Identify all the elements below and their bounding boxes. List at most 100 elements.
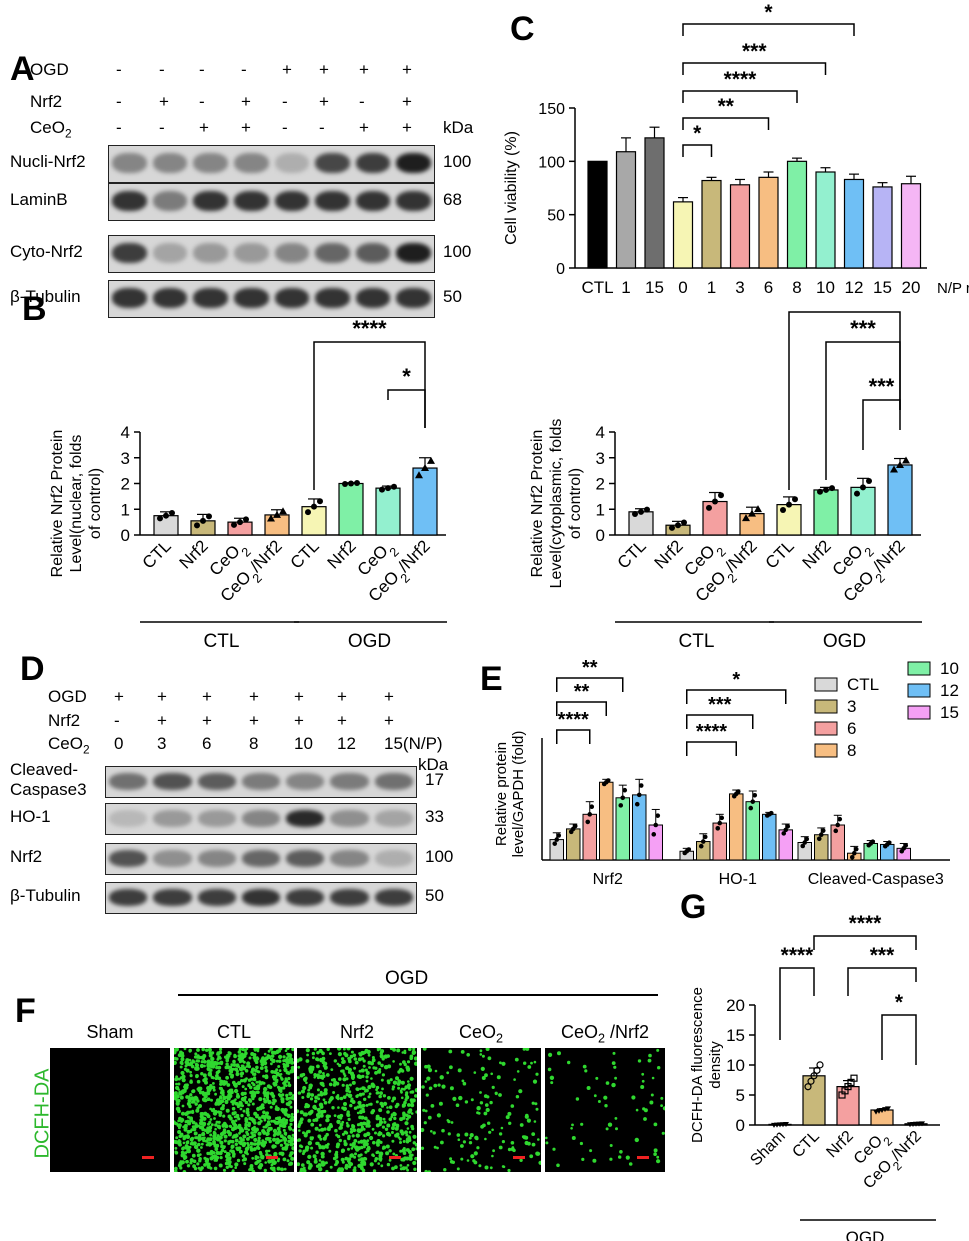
data-point xyxy=(237,519,243,526)
data-point xyxy=(669,524,675,531)
cell-dot xyxy=(297,1138,302,1142)
cell-dot xyxy=(593,1094,597,1098)
cell-dot xyxy=(279,1073,283,1076)
cell-dot xyxy=(177,1130,182,1134)
cell-dot xyxy=(322,1109,327,1114)
cell-dot xyxy=(498,1093,502,1097)
blot-kda: 50 xyxy=(443,287,462,306)
cell-dot xyxy=(487,1121,491,1125)
cell-dot xyxy=(225,1108,230,1113)
cell-dot xyxy=(377,1162,380,1165)
significance-label: *** xyxy=(870,944,895,967)
y-tick-label: 15 xyxy=(726,1026,745,1045)
cell-dot xyxy=(343,1048,346,1051)
data-point xyxy=(752,792,758,798)
cell-dot xyxy=(229,1117,233,1121)
fluorescence-image xyxy=(50,1048,170,1172)
cell-dot xyxy=(240,1071,245,1076)
y-tick-label: 1 xyxy=(596,500,605,519)
cell-dot xyxy=(427,1068,433,1073)
data-point xyxy=(886,840,892,845)
cell-dot xyxy=(341,1060,345,1064)
cell-dot xyxy=(178,1142,182,1147)
cell-dot xyxy=(352,1053,357,1058)
legend-swatch xyxy=(907,683,931,698)
significance-label: ** xyxy=(574,681,590,703)
cell-dot xyxy=(298,1120,303,1125)
cell-dot xyxy=(177,1053,182,1058)
data-point xyxy=(781,831,787,836)
condition-mark: - xyxy=(359,92,365,111)
cell-dot xyxy=(204,1139,209,1143)
cell-dot xyxy=(351,1124,356,1129)
significance-bracket xyxy=(556,677,624,692)
y-tick-label: 1 xyxy=(121,500,130,519)
cell-dot xyxy=(653,1122,658,1127)
cell-dot xyxy=(340,1149,345,1153)
significance-bracket xyxy=(313,341,426,490)
cell-dot xyxy=(447,1132,451,1136)
cell-dot xyxy=(378,1120,384,1125)
condition-mark: + xyxy=(199,118,209,137)
cell-dot xyxy=(216,1138,220,1142)
cell-dot xyxy=(411,1147,416,1152)
cell-dot xyxy=(322,1074,326,1078)
blot-band xyxy=(197,810,236,827)
cell-dot xyxy=(304,1147,309,1152)
data-point xyxy=(854,490,860,497)
significance-bracket xyxy=(862,399,901,450)
cell-dot xyxy=(323,1127,327,1131)
cell-dot xyxy=(347,1147,350,1151)
cell-dot xyxy=(215,1155,220,1160)
cell-dot xyxy=(299,1144,303,1148)
cell-dot xyxy=(174,1146,178,1150)
cell-dot xyxy=(381,1125,385,1129)
cell-dot xyxy=(450,1121,454,1124)
cell-dot xyxy=(270,1054,275,1058)
cell-dot xyxy=(378,1108,383,1113)
cell-dot xyxy=(288,1100,293,1105)
cell-dot xyxy=(252,1053,257,1057)
cell-dot xyxy=(256,1070,260,1074)
data-point xyxy=(807,1077,815,1085)
y-tick-label: 0 xyxy=(121,526,130,545)
y-axis-label: of control) xyxy=(87,468,104,539)
cell-dot xyxy=(390,1131,394,1134)
cell-dot xyxy=(265,1123,270,1127)
cell-dot xyxy=(285,1048,290,1050)
cell-dot xyxy=(360,1125,364,1129)
cell-dot xyxy=(352,1168,357,1172)
significance-bracket xyxy=(682,144,713,157)
data-point xyxy=(800,843,806,849)
bar xyxy=(587,160,608,269)
y-axis-label: Cell viability (%) xyxy=(503,131,520,245)
data-point xyxy=(675,522,681,529)
cell-dot xyxy=(193,1131,198,1136)
cell-dot xyxy=(196,1148,201,1153)
cell-dot xyxy=(282,1055,286,1059)
condition-label-nrf2: Nrf2 xyxy=(48,711,81,730)
data-point xyxy=(391,483,397,490)
cell-dot xyxy=(328,1114,331,1118)
cell-dot xyxy=(476,1146,480,1150)
cell-dot xyxy=(338,1138,342,1143)
cell-dot xyxy=(557,1051,561,1056)
cell-dot xyxy=(343,1139,347,1143)
cell-dot xyxy=(323,1137,327,1140)
cell-dot xyxy=(200,1112,205,1116)
cell-dot xyxy=(395,1076,399,1081)
legend-label: 10 xyxy=(940,660,959,678)
cell-dot xyxy=(393,1122,397,1126)
cell-dot xyxy=(353,1139,358,1143)
cell-dot xyxy=(242,1109,246,1113)
cell-dot xyxy=(410,1090,415,1094)
cell-dot xyxy=(328,1149,332,1153)
cell-dot xyxy=(290,1060,294,1065)
data-point xyxy=(849,854,855,860)
cell-dot xyxy=(249,1147,254,1152)
cell-dot xyxy=(176,1101,179,1105)
cell-dot xyxy=(479,1053,483,1056)
cell-dot xyxy=(222,1168,227,1172)
group-label-ogd: OGD xyxy=(823,631,866,652)
cell-dot xyxy=(174,1169,178,1172)
